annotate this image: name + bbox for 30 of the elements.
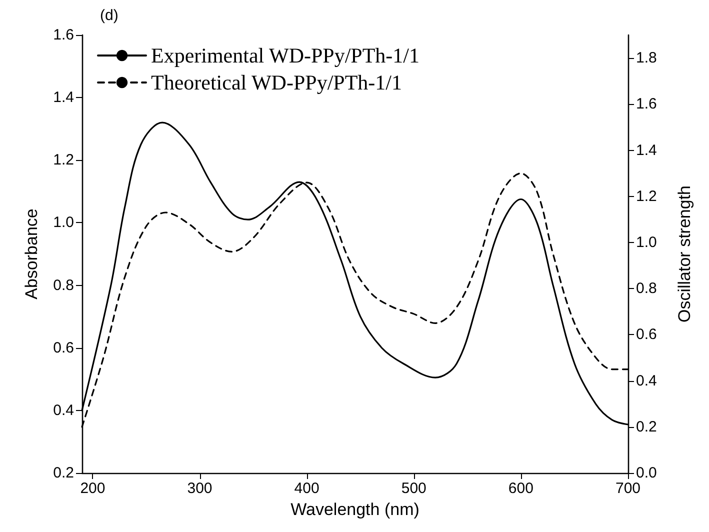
y2-tick-label: 1.2 bbox=[636, 188, 657, 205]
y2-axis-title: Oscillator strength bbox=[675, 186, 694, 322]
x-tick-label: 600 bbox=[508, 480, 534, 497]
y2-tick-label: 0.8 bbox=[636, 280, 657, 298]
y2-tick-label: 1.8 bbox=[636, 50, 657, 67]
y-tick-label: 0.8 bbox=[53, 276, 74, 294]
x-tick-label: 400 bbox=[294, 480, 320, 497]
y-tick-label: 1.4 bbox=[53, 89, 74, 106]
legend-label: Experimental WD-PPy/PTh-1/1 bbox=[151, 44, 420, 68]
y-tick-label: 0.2 bbox=[53, 464, 74, 482]
y2-tick-label: 0.0 bbox=[636, 464, 657, 482]
y-tick-label: 1.2 bbox=[53, 152, 74, 169]
y-tick-label: 0.4 bbox=[53, 402, 74, 419]
y-tick-label: 1.0 bbox=[53, 214, 74, 232]
x-tick-label: 700 bbox=[615, 480, 641, 497]
x-tick-label: 300 bbox=[187, 480, 212, 497]
y2-tick-label: 0.4 bbox=[636, 372, 657, 390]
y2-tick-label: 1.4 bbox=[636, 142, 657, 159]
text: (d) bbox=[100, 7, 118, 24]
y2-tick-label: 0.2 bbox=[636, 418, 657, 436]
y-tick-label: 0.6 bbox=[53, 339, 74, 356]
legend-label: Theoretical WD-PPy/PTh-1/1 bbox=[151, 70, 402, 94]
x-axis-title: Wavelength (nm) bbox=[290, 500, 420, 519]
y-axis-title: Absorbance bbox=[22, 208, 41, 300]
y2-tick-label: 0.6 bbox=[636, 326, 657, 344]
y2-tick-label: 1.6 bbox=[636, 96, 657, 113]
x-tick-label: 200 bbox=[80, 480, 106, 497]
y2-tick-label: 1.0 bbox=[636, 234, 657, 251]
y-tick-label: 1.6 bbox=[53, 26, 74, 44]
x-tick-label: 500 bbox=[401, 480, 426, 497]
